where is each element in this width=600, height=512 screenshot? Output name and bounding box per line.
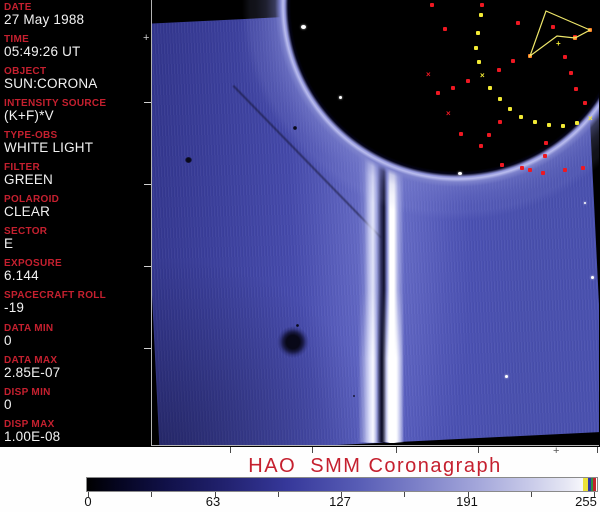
bottom-axis-corner-tick	[597, 447, 598, 453]
sidebar-field: DATA MIN 0	[4, 323, 150, 348]
colorbar-tick-label: 0	[84, 494, 92, 509]
image-viewport	[151, 0, 599, 446]
sidebar-field: SECTOR E	[4, 226, 150, 251]
occulting-disk	[242, 0, 599, 220]
sidebar-field-value: 05:49:26 UT	[4, 44, 81, 59]
colorbar-tick	[215, 492, 216, 497]
sidebar-field: DISP MIN 0	[4, 387, 150, 412]
sidebar-field: OBJECT SUN:CORONA	[4, 66, 150, 91]
colorbar-tick	[531, 492, 532, 497]
bottom-axis-plus-mark: +	[553, 445, 560, 457]
sidebar-field-label: POLAROID	[4, 194, 60, 205]
colorbar-tick	[404, 492, 405, 497]
sidebar-field: TYPE-OBS WHITE LIGHT	[4, 130, 150, 155]
sidebar-field-value: (K+F)*V	[4, 108, 54, 123]
sidebar-field-value: CLEAR	[4, 204, 51, 219]
pylon-streak-bright-lower	[358, 290, 404, 442]
sidebar-field-label: FILTER	[4, 162, 41, 173]
sidebar-field-value: 2.85E-07	[4, 365, 61, 380]
image-title: HAO SMM Coronagraph	[248, 455, 502, 477]
bottom-band: HAO SMM Coronagraph +0 63 127 191 255	[0, 445, 600, 512]
colorbar-tick	[278, 492, 279, 497]
sidebar-field-label: TYPE-OBS	[4, 130, 58, 141]
sidebar-field-value: GREEN	[4, 172, 54, 187]
sidebar-field-label: SECTOR	[4, 226, 48, 237]
sidebar-field-label: OBJECT	[4, 66, 47, 77]
bottom-axis-tick	[478, 447, 479, 453]
bottom-axis-tick	[396, 447, 397, 453]
sidebar-field: DATE 27 May 1988	[4, 2, 150, 27]
colorbar-gradient	[87, 478, 597, 491]
sidebar-field-label: SPACECRAFT ROLL	[4, 290, 107, 301]
sidebar-field: TIME 05:49:26 UT	[4, 34, 150, 59]
sidebar-field-value: 0	[4, 397, 12, 412]
sidebar-field: EXPOSURE 6.144	[4, 258, 150, 283]
sidebar-field-value: E	[4, 236, 14, 251]
colorbar-tick	[341, 492, 342, 497]
colorbar-tick-label: 127	[329, 494, 351, 509]
sidebar-field: INTENSITY SOURCE (K+F)*V	[4, 98, 150, 123]
bottom-axis-tick	[312, 447, 313, 453]
colorbar-tick-label: 63	[205, 494, 221, 509]
colorbar-frame	[86, 477, 598, 492]
sidebar-field-value: 6.144	[4, 268, 39, 283]
colorbar-tick	[151, 492, 152, 497]
sidebar-field-value: SUN:CORONA	[4, 76, 98, 91]
sidebar-field-label: DATA MAX	[4, 355, 58, 366]
bottom-axis-tick	[230, 447, 231, 453]
sidebar-field-value: WHITE LIGHT	[4, 140, 94, 155]
sidebar-field-label: DISP MAX	[4, 419, 55, 430]
sidebar-field-label: DATE	[4, 2, 32, 13]
colorbar-tick	[88, 492, 89, 497]
sidebar-field-label: INTENSITY SOURCE	[4, 98, 107, 109]
sidebar-field: DISP MAX 1.00E-08	[4, 419, 150, 444]
sidebar-field: SPACECRAFT ROLL -19	[4, 290, 150, 315]
sidebar-field-value: -19	[4, 300, 25, 315]
sidebar-field-value: 27 May 1988	[4, 12, 85, 27]
sidebar-field: DATA MAX 2.85E-07	[4, 355, 150, 380]
colorbar-tick-label: 255	[575, 494, 597, 509]
colorbar-tick	[468, 492, 469, 497]
sidebar-field-label: DISP MIN	[4, 387, 51, 398]
colorbar-tick-label: 191	[456, 494, 478, 509]
colorbar-tick	[594, 492, 595, 497]
metadata-sidebar: DATE 27 May 1988 TIME 05:49:26 UT OBJECT SUN:…	[4, 0, 150, 446]
sidebar-field-label: EXPOSURE	[4, 258, 62, 269]
sidebar-field-value: 0	[4, 333, 12, 348]
sidebar-field-label: DATA MIN	[4, 323, 54, 334]
sidebar-field: POLAROID CLEAR	[4, 194, 150, 219]
sidebar-field: FILTER GREEN	[4, 162, 150, 187]
sidebar-field-value: 1.00E-08	[4, 429, 61, 444]
sidebar-field-label: TIME	[4, 34, 30, 45]
